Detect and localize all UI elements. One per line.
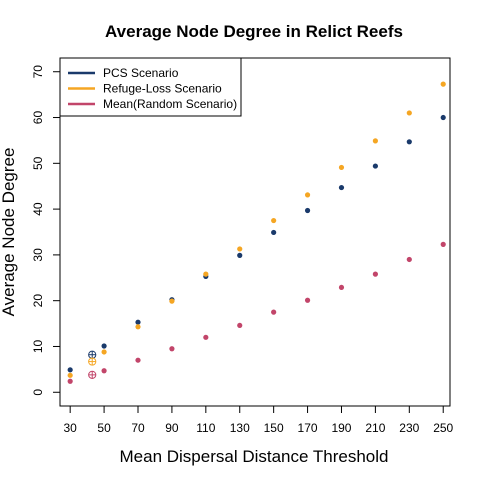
data-point: [304, 207, 311, 214]
y-axis: 0 10 20 30 40 50 60 70: [31, 65, 61, 396]
x-tick-label: 210: [365, 421, 385, 435]
x-tick-label: 190: [331, 421, 351, 435]
data-point: [203, 271, 209, 277]
data-point: [271, 309, 277, 315]
data-point: [101, 368, 107, 374]
data-point: [372, 138, 378, 144]
data-point: [406, 139, 412, 145]
data-point: [169, 346, 175, 352]
legend-box: [59, 57, 242, 117]
x-tick-label: 30: [63, 421, 77, 435]
data-point: [271, 229, 277, 236]
data-point: [338, 164, 345, 171]
data-points: [67, 81, 446, 384]
data-point: [304, 192, 311, 198]
y-tick-label: 10: [31, 339, 45, 353]
data-point: [101, 349, 107, 355]
y-tick-label: 70: [31, 65, 45, 79]
data-point: [440, 81, 446, 87]
data-point: [203, 334, 209, 340]
open-marker: [88, 370, 97, 379]
data-point: [338, 284, 345, 291]
data-point: [135, 319, 141, 325]
data-point: [67, 367, 73, 373]
data-point: [372, 271, 378, 277]
data-point: [271, 217, 277, 224]
data-point: [237, 246, 243, 252]
data-point: [135, 357, 141, 363]
x-axis: 30 50 70 90 110 130 150 170 190 210 230 250: [63, 405, 454, 435]
y-tick-label: 0: [31, 389, 45, 396]
data-point: [406, 256, 412, 263]
data-point: [338, 184, 345, 191]
x-tick-label: 130: [230, 421, 250, 435]
data-point: [440, 114, 446, 121]
legend-label: Mean(Random Scenario): [103, 97, 237, 111]
y-tick-label: 50: [31, 156, 45, 170]
y-tick-label: 20: [31, 294, 45, 308]
x-axis-label: Mean Dispersal Distance Threshold: [120, 447, 389, 466]
x-tick-label: 250: [433, 421, 453, 435]
x-tick-label: 90: [165, 421, 179, 435]
y-tick-label: 60: [31, 111, 45, 125]
data-point: [237, 322, 243, 329]
data-point: [101, 343, 107, 349]
x-tick-label: 150: [264, 421, 284, 435]
data-point: [67, 378, 73, 384]
data-point: [67, 372, 73, 378]
open-marker: [88, 357, 97, 366]
y-tick-label: 30: [31, 248, 45, 262]
data-point: [237, 252, 243, 258]
data-point: [440, 241, 446, 247]
data-point: [169, 298, 175, 304]
x-tick-label: 110: [196, 421, 215, 435]
y-tick-label: 40: [31, 202, 45, 216]
x-tick-label: 70: [131, 421, 145, 435]
legend-label: PCS Scenario: [103, 66, 179, 80]
y-axis-label: Average Node Degree: [0, 148, 18, 317]
legend-label: Refuge-Loss Scenario: [103, 82, 222, 96]
data-point: [135, 324, 141, 330]
data-point: [406, 110, 412, 116]
x-tick-label: 230: [399, 421, 419, 435]
chart-title: Average Node Degree in Relict Reefs: [105, 22, 403, 41]
data-point: [304, 297, 311, 303]
legend: PCS Scenario Refuge-Loss ScenarioMean(Ran…: [59, 57, 242, 117]
open-marker: [88, 350, 97, 359]
x-tick-label: 50: [97, 421, 111, 435]
x-tick-label: 170: [298, 421, 318, 435]
data-point: [372, 163, 378, 169]
